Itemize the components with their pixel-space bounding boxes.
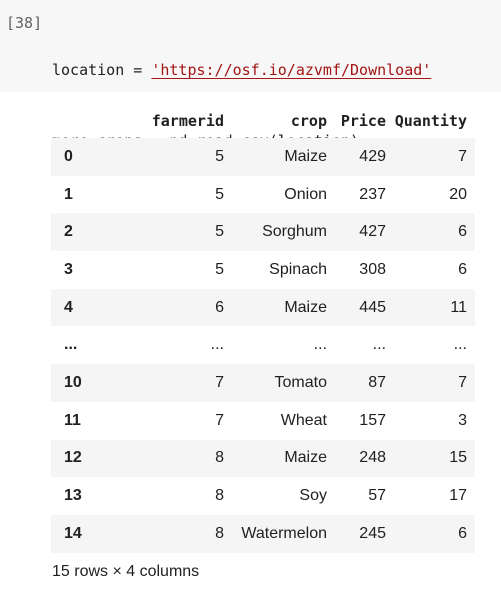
cell-price: 427 — [359, 223, 386, 241]
cell-quantity: ... — [453, 336, 467, 354]
cell-price: 248 — [359, 449, 386, 467]
cell-crop: Maize — [284, 449, 327, 467]
dataframe-table: farmerid crop Price Quantity 0 5 Maize 429 7… — [51, 104, 475, 553]
cell-crop: Onion — [284, 185, 327, 203]
cell-quantity: 20 — [449, 185, 467, 203]
cell-farmerid: 8 — [215, 487, 224, 505]
cell-farmerid: 8 — [215, 524, 224, 542]
row-index: 11 — [64, 411, 81, 429]
code-line-2: more_crops = pd.read_csv(location) — [52, 131, 360, 150]
cell-farmerid: 5 — [215, 260, 224, 278]
cell-farmerid: ... — [210, 336, 224, 354]
row-index: 14 — [64, 524, 82, 542]
cell-quantity: 6 — [458, 524, 467, 542]
cell-price: 87 — [368, 373, 386, 391]
table-row: 0 5 Maize 429 7 — [51, 138, 475, 176]
cell-quantity: 7 — [458, 147, 467, 165]
cell-crop: Spinach — [269, 260, 327, 278]
table-row: 12 8 Maize 248 15 — [51, 439, 475, 478]
url-string-literal[interactable]: 'https://osf.io/azvmf/Download' — [151, 61, 432, 79]
header-crop: crop — [290, 112, 327, 130]
cell-farmerid: 7 — [215, 411, 224, 429]
header-price: Price — [340, 112, 386, 130]
row-index: 0 — [64, 147, 73, 165]
header-farmerid: farmerid — [151, 112, 224, 130]
table-body: 0 5 Maize 429 7 1 5 Onion 237 20 2 5 Sorghum 427 6 3 5 Sp… — [51, 138, 475, 553]
cell-quantity: 17 — [449, 487, 467, 505]
row-index: 13 — [64, 487, 82, 505]
cell-crop: Tomato — [274, 373, 327, 391]
header-index — [51, 104, 106, 138]
cell-crop: ... — [313, 336, 327, 354]
cell-price: 157 — [359, 411, 386, 429]
cell-farmerid: 6 — [215, 298, 224, 316]
cell-quantity: 15 — [449, 449, 467, 467]
cell-quantity: 3 — [458, 411, 467, 429]
cell-farmerid: 7 — [215, 373, 224, 391]
cell-crop: Wheat — [280, 411, 327, 429]
cell-quantity: 6 — [458, 260, 467, 278]
cell-farmerid: 5 — [215, 223, 224, 241]
dataframe-summary: 15 rows × 4 columns — [52, 563, 200, 580]
header-row: farmerid crop Price Quantity — [51, 104, 475, 138]
cell-farmerid: 8 — [215, 449, 224, 467]
table-row: 1 5 Onion 237 20 — [51, 175, 475, 214]
table-row: 11 7 Wheat 157 3 — [51, 401, 475, 440]
cell-farmerid: 5 — [215, 185, 224, 203]
table-row: 10 7 Tomato 87 7 — [51, 364, 475, 402]
cell-farmerid: 5 — [215, 147, 224, 165]
cell-crop: Sorghum — [262, 223, 327, 241]
code-line-3: more_crops — [52, 202, 143, 220]
cell-price: 308 — [359, 260, 386, 278]
dataframe-output: farmerid crop Price Quantity 0 5 Maize 429 7… — [51, 104, 475, 553]
cell-quantity: 6 — [458, 223, 467, 241]
code-line-1: location = 'https://osf.io/azvmf/Downloa… — [52, 59, 431, 83]
cell-crop: Soy — [299, 487, 327, 505]
table-row: 4 6 Maize 445 11 — [51, 288, 475, 327]
cell-price: 237 — [359, 185, 386, 203]
row-index: 3 — [64, 260, 73, 278]
table-row: ............... — [51, 326, 475, 365]
cell-crop: Watermelon — [241, 524, 327, 542]
row-index: 12 — [64, 449, 82, 467]
cell-price: ... — [372, 336, 386, 354]
table-row: 13 8 Soy 57 17 — [51, 477, 475, 515]
row-index: 1 — [64, 185, 73, 203]
code-cell[interactable]: [38] location = 'https://osf.io/azvmf/Do… — [0, 0, 501, 220]
cell-crop: Maize — [284, 298, 327, 316]
row-index: 2 — [64, 223, 73, 241]
code-editor[interactable]: location = 'https://osf.io/azvmf/Downloa… — [52, 12, 431, 271]
cell-price: 245 — [359, 524, 386, 542]
table-row: 14 8 Watermelon 245 6 — [51, 514, 475, 553]
execution-count: [38] — [6, 14, 43, 32]
cell-quantity: 7 — [458, 373, 467, 391]
cell-price: 429 — [359, 147, 386, 165]
cell-price: 445 — [359, 298, 386, 316]
code-line-1-prefix: location = — [52, 61, 152, 79]
cell-quantity: 11 — [450, 298, 467, 316]
header-quantity: Quantity — [394, 112, 467, 130]
row-index: 10 — [64, 373, 82, 391]
cell-crop: Maize — [284, 147, 327, 165]
row-index: ... — [64, 336, 78, 354]
table-row: 2 5 Sorghum 427 6 — [51, 213, 475, 252]
table-row: 3 5 Spinach 308 6 — [51, 251, 475, 289]
row-index: 4 — [64, 298, 73, 316]
cell-price: 57 — [368, 487, 386, 505]
